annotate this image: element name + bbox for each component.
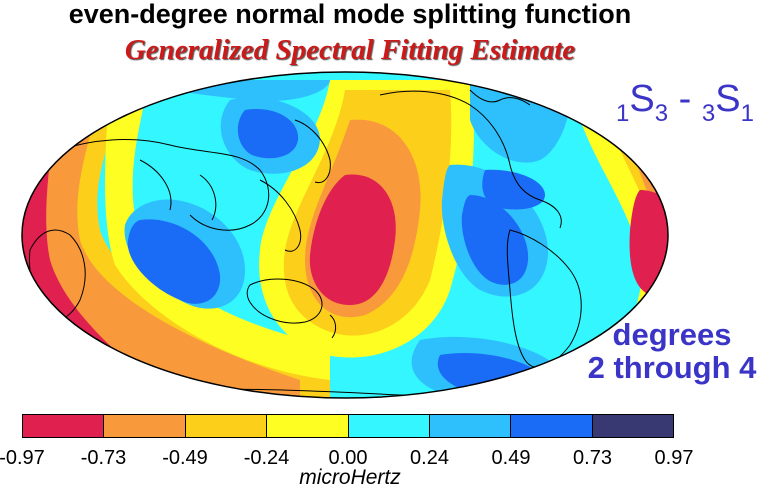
degrees-label: degrees 2 through 4: [560, 318, 784, 384]
colorbar-segment-7: [511, 415, 593, 437]
mode-d1: 3: [654, 100, 669, 127]
coastline-north-america: [379, 90, 562, 229]
colorbar-tick-label: 0.49: [491, 447, 531, 469]
field-patch-blue-1: [127, 219, 221, 304]
mode-l1: S: [629, 78, 655, 120]
colorbar-tick-label: 0.73: [573, 447, 612, 469]
mode-label: 1S3 - 3S1: [616, 78, 754, 128]
coastline-australia: [246, 278, 323, 324]
degrees-line-1: degrees: [612, 317, 732, 352]
field-right-red: [629, 190, 668, 297]
coastline-arabia: [139, 159, 172, 211]
coastline-new-zealand: [329, 314, 337, 339]
mode-sep: -: [668, 78, 702, 120]
colorbar-segment-1: [23, 415, 105, 437]
colorbar-tick-label: -0.73: [80, 447, 127, 469]
colorbar-tick-label: 0.24: [410, 447, 449, 469]
map-subtitle: Generalized Spectral Fitting Estimate: [124, 34, 576, 66]
coastline-asia-east: [259, 179, 302, 252]
colorbar-tick-label: 0.00: [328, 447, 368, 469]
field-patch-blue-2: [237, 109, 299, 159]
field-patch-blue-3: [461, 195, 529, 285]
colorbar-ticks: -0.97 -0.73 -0.49 -0.24 0.00 0.24 0.49 0.73 0.97: [0, 447, 784, 469]
coastline-japan: [294, 119, 331, 184]
field-left-yellow: [105, 80, 330, 380]
colorbar-unit: microHertz: [299, 466, 401, 489]
colorbar-segment-5: [348, 415, 430, 437]
colorbar-tick-label: -0.24: [243, 447, 290, 469]
colorbar-segment-3: [185, 415, 268, 437]
coastline-arctic-islands: [469, 89, 531, 106]
coastline-india: [199, 174, 217, 221]
colorbar-segment-4: [267, 415, 349, 437]
mode-n1: 1: [616, 100, 630, 127]
colorbar-segment-6: [429, 415, 512, 437]
colorbar-segment-2: [104, 415, 186, 437]
mode-l2: S: [715, 78, 741, 120]
coastline-eurasia: [59, 139, 270, 231]
colorbar-tick-label: -0.97: [0, 447, 45, 469]
degrees-line-2: 2 through 4: [587, 350, 757, 385]
map-title: even-degree normal mode splitting functi…: [68, 0, 632, 29]
map-border: [21, 71, 669, 399]
mode-d2: 1: [740, 100, 754, 127]
colorbar-tick-label: -0.49: [162, 447, 208, 469]
colorbar-tick-label: 0.97: [654, 447, 694, 469]
field-pacific-red: [309, 174, 396, 305]
mode-n2: 3: [701, 100, 716, 127]
field-patch-blue-4: [482, 169, 545, 210]
colorbar-segment-8: [592, 415, 673, 437]
colorbar: [22, 414, 674, 438]
